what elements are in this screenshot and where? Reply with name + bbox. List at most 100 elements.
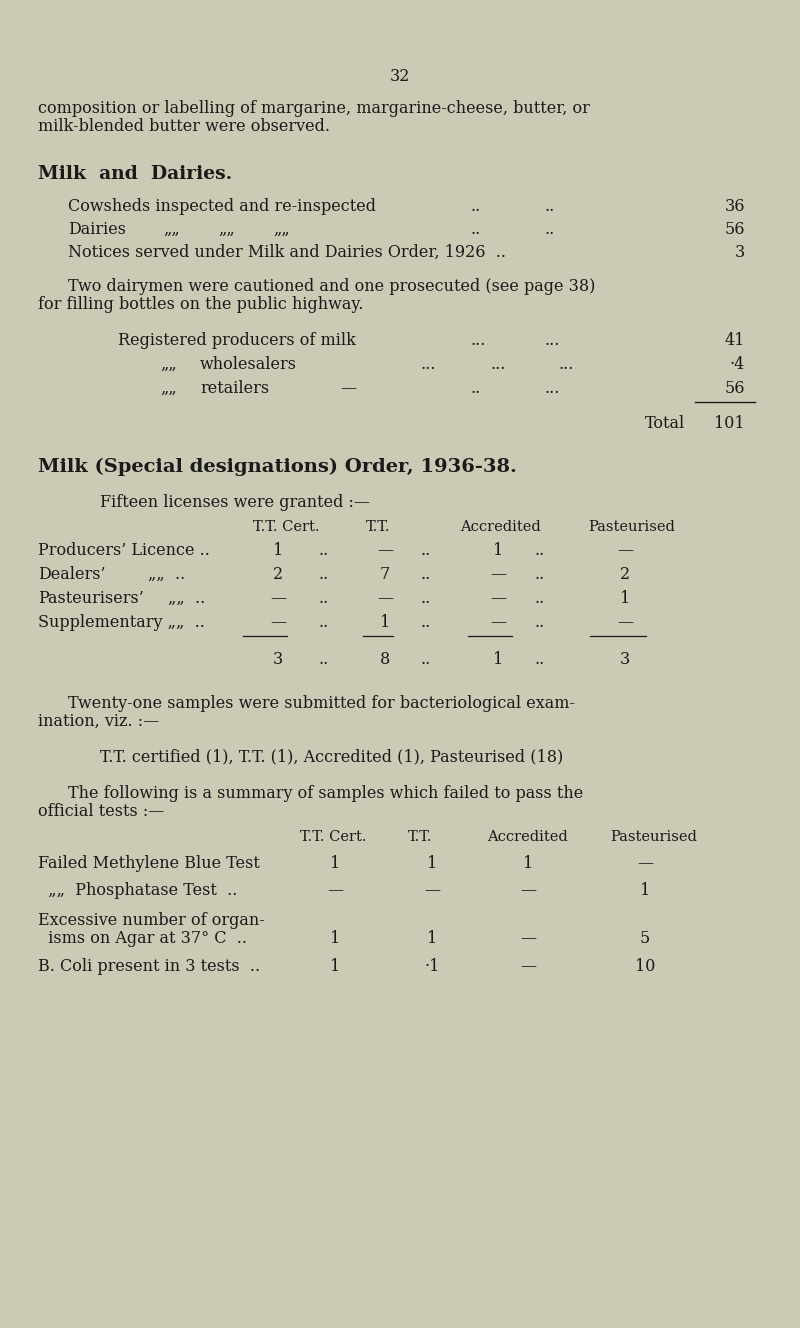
Text: 1: 1	[427, 930, 437, 947]
Text: ..: ..	[535, 590, 546, 607]
Text: 56: 56	[725, 220, 745, 238]
Text: Pasteurisers’: Pasteurisers’	[38, 590, 144, 607]
Text: ..: ..	[420, 614, 430, 631]
Text: —: —	[377, 542, 393, 559]
Text: ination, viz. :—: ination, viz. :—	[38, 713, 159, 730]
Text: „„: „„	[273, 220, 290, 238]
Text: composition or labelling of margarine, margarine-cheese, butter, or: composition or labelling of margarine, m…	[38, 100, 590, 117]
Text: 3: 3	[620, 651, 630, 668]
Text: Dairies: Dairies	[68, 220, 126, 238]
Text: —: —	[270, 590, 286, 607]
Text: Fifteen licenses were granted :—: Fifteen licenses were granted :—	[100, 494, 370, 511]
Text: ..: ..	[545, 198, 555, 215]
Text: 56: 56	[725, 380, 745, 397]
Text: for filling bottles on the public highway.: for filling bottles on the public highwa…	[38, 296, 363, 313]
Text: 41: 41	[725, 332, 745, 349]
Text: Accredited: Accredited	[460, 521, 541, 534]
Text: —: —	[617, 542, 633, 559]
Text: —: —	[637, 855, 653, 872]
Text: 101: 101	[714, 414, 745, 432]
Text: „„: „„	[163, 220, 180, 238]
Text: Pasteurised: Pasteurised	[610, 830, 697, 845]
Text: „„  ..: „„ ..	[148, 566, 186, 583]
Text: „„: „„	[160, 356, 177, 373]
Text: ..: ..	[545, 220, 555, 238]
Text: 1: 1	[330, 957, 340, 975]
Text: 1: 1	[380, 614, 390, 631]
Text: ..: ..	[318, 651, 328, 668]
Text: ...: ...	[558, 356, 574, 373]
Text: B. Coli present in 3 tests  ..: B. Coli present in 3 tests ..	[38, 957, 260, 975]
Text: ...: ...	[490, 356, 506, 373]
Text: ·4: ·4	[730, 356, 745, 373]
Text: Excessive number of organ-: Excessive number of organ-	[38, 912, 265, 930]
Text: ..: ..	[535, 651, 546, 668]
Text: Milk  and  Dairies.: Milk and Dairies.	[38, 165, 232, 183]
Text: „„  ..: „„ ..	[168, 590, 206, 607]
Text: ..: ..	[470, 380, 480, 397]
Text: —: —	[490, 566, 506, 583]
Text: Supplementary „„  ..: Supplementary „„ ..	[38, 614, 205, 631]
Text: isms on Agar at 37° C  ..: isms on Agar at 37° C ..	[38, 930, 247, 947]
Text: 1: 1	[330, 930, 340, 947]
Text: „„: „„	[218, 220, 234, 238]
Text: —: —	[490, 590, 506, 607]
Text: ..: ..	[420, 566, 430, 583]
Text: —: —	[340, 380, 356, 397]
Text: —: —	[270, 614, 286, 631]
Text: 1: 1	[493, 542, 503, 559]
Text: ...: ...	[545, 380, 560, 397]
Text: 1: 1	[493, 651, 503, 668]
Text: Twenty-one samples were submitted for bacteriological exam-: Twenty-one samples were submitted for ba…	[68, 695, 575, 712]
Text: T.T. Cert.: T.T. Cert.	[253, 521, 319, 534]
Text: The following is a summary of samples which failed to pass the: The following is a summary of samples wh…	[68, 785, 583, 802]
Text: 10: 10	[635, 957, 655, 975]
Text: ..: ..	[470, 220, 480, 238]
Text: 2: 2	[620, 566, 630, 583]
Text: Milk (Special designations) Order, 1936-38.: Milk (Special designations) Order, 1936-…	[38, 458, 517, 477]
Text: ...: ...	[420, 356, 435, 373]
Text: T.T.: T.T.	[408, 830, 433, 845]
Text: —: —	[520, 882, 536, 899]
Text: Accredited: Accredited	[487, 830, 568, 845]
Text: Producers’ Licence ..: Producers’ Licence ..	[38, 542, 210, 559]
Text: 8: 8	[380, 651, 390, 668]
Text: 7: 7	[380, 566, 390, 583]
Text: ...: ...	[470, 332, 486, 349]
Text: —: —	[520, 930, 536, 947]
Text: ..: ..	[535, 566, 546, 583]
Text: 5: 5	[640, 930, 650, 947]
Text: 3: 3	[734, 244, 745, 262]
Text: ..: ..	[535, 614, 546, 631]
Text: 1: 1	[640, 882, 650, 899]
Text: ·1: ·1	[424, 957, 440, 975]
Text: Two dairymen were cautioned and one prosecuted (see page 38): Two dairymen were cautioned and one pros…	[68, 278, 595, 295]
Text: —: —	[520, 957, 536, 975]
Text: Failed Methylene Blue Test: Failed Methylene Blue Test	[38, 855, 260, 872]
Text: 1: 1	[620, 590, 630, 607]
Text: ..: ..	[318, 542, 328, 559]
Text: milk-blended butter were observed.: milk-blended butter were observed.	[38, 118, 330, 135]
Text: —: —	[424, 882, 440, 899]
Text: T.T. Cert.: T.T. Cert.	[300, 830, 366, 845]
Text: ..: ..	[318, 614, 328, 631]
Text: 32: 32	[390, 68, 410, 85]
Text: ..: ..	[318, 590, 328, 607]
Text: ..: ..	[535, 542, 546, 559]
Text: Total: Total	[645, 414, 686, 432]
Text: —: —	[377, 590, 393, 607]
Text: —: —	[617, 614, 633, 631]
Text: Pasteurised: Pasteurised	[588, 521, 675, 534]
Text: Dealers’: Dealers’	[38, 566, 106, 583]
Text: official tests :—: official tests :—	[38, 803, 164, 819]
Text: 1: 1	[523, 855, 533, 872]
Text: Registered producers of milk: Registered producers of milk	[118, 332, 356, 349]
Text: 36: 36	[725, 198, 745, 215]
Text: ..: ..	[420, 542, 430, 559]
Text: T.T. certified (1), T.T. (1), Accredited (1), Pasteurised (18): T.T. certified (1), T.T. (1), Accredited…	[100, 748, 563, 765]
Text: —: —	[327, 882, 343, 899]
Text: T.T.: T.T.	[366, 521, 390, 534]
Text: Notices served under Milk and Dairies Order, 1926  ..: Notices served under Milk and Dairies Or…	[68, 244, 506, 262]
Text: ...: ...	[545, 332, 560, 349]
Text: Cowsheds inspected and re-inspected: Cowsheds inspected and re-inspected	[68, 198, 376, 215]
